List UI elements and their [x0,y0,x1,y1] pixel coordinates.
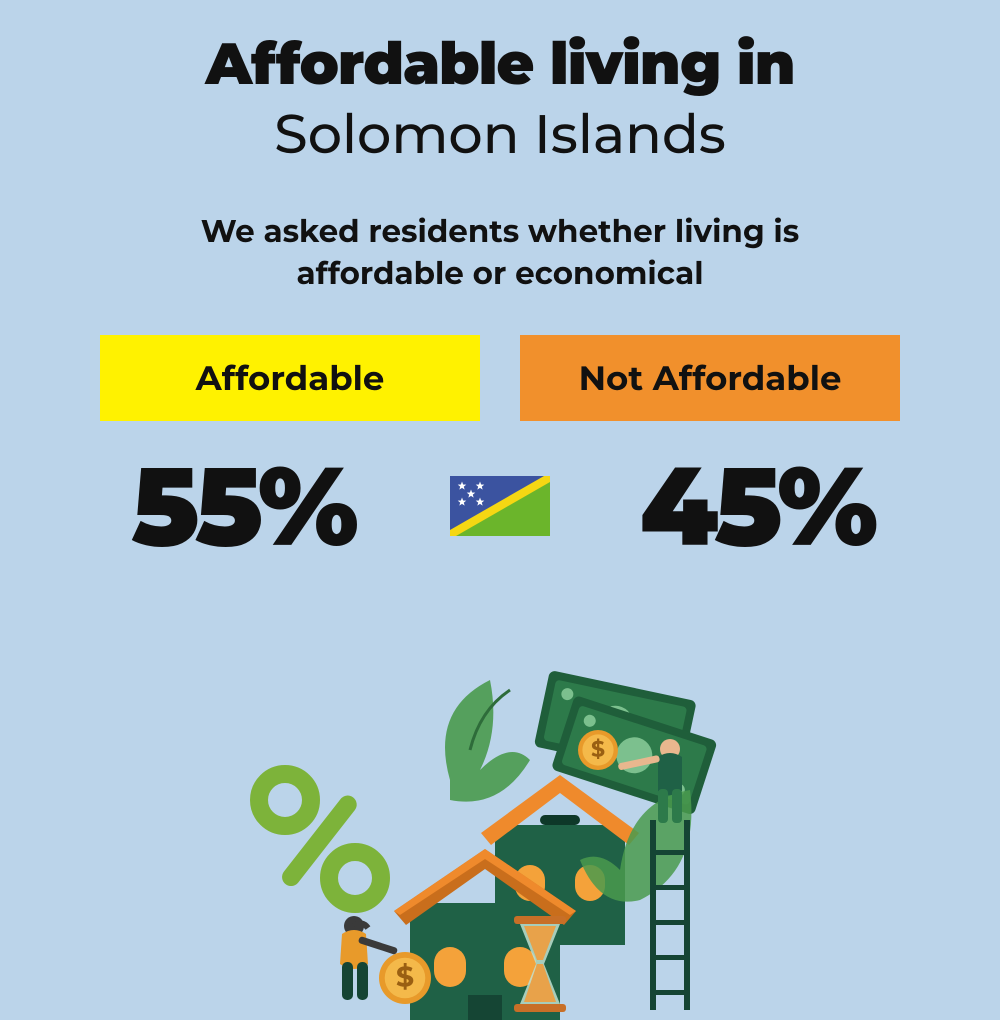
subtitle: We asked residents whether living is aff… [120,211,880,295]
label-not-affordable: Not Affordable [520,335,900,421]
svg-text:$: $ [396,959,414,994]
labels-row: Affordable Not Affordable [0,335,1000,421]
label-not-affordable-text: Not Affordable [579,357,842,399]
housing-money-illustration-icon: $$ [220,660,780,1020]
title-line2: Solomon Islands [0,101,1000,167]
label-affordable: Affordable [100,335,480,421]
percent-row: 55% 45% [0,439,1000,573]
label-affordable-text: Affordable [196,357,385,399]
solomon-islands-flag-icon [450,476,550,536]
percent-affordable: 55% [63,439,423,573]
percent-not-affordable: 45% [577,439,937,573]
flag-wrap [445,476,555,536]
svg-text:$: $ [591,735,605,762]
title-line1: Affordable living in [0,28,1000,99]
title-block: Affordable living in Solomon Islands [0,0,1000,167]
